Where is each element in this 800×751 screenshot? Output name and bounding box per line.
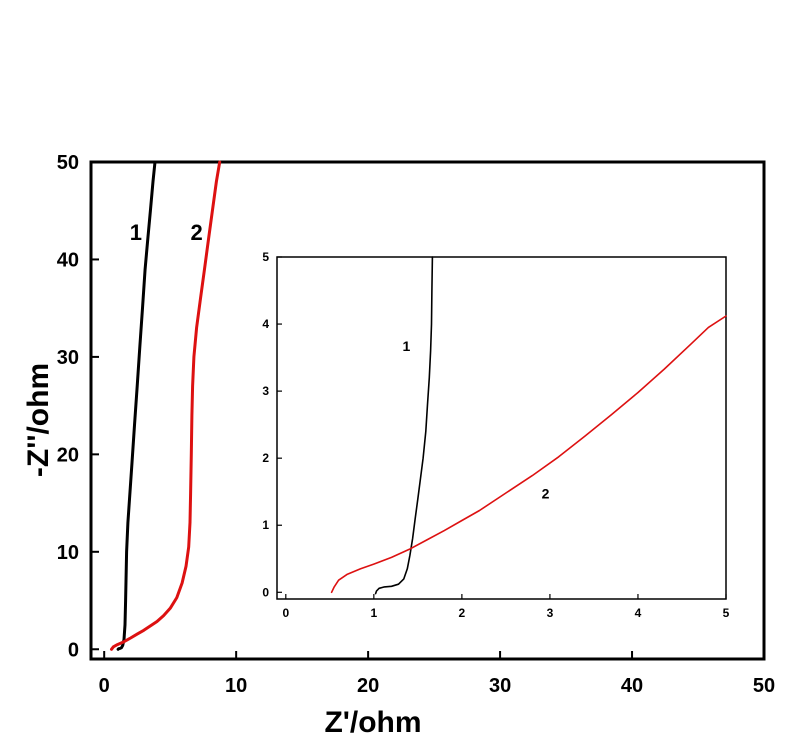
- main-curve-label-2: 2: [190, 220, 202, 245]
- inset-x-tick-label-0: 0: [282, 606, 289, 620]
- inset-plot: 0 1 2 3 4 5 0 1 2 3 4 5 1 2: [262, 250, 729, 620]
- inset-x-tick-label-4: 4: [635, 606, 642, 620]
- main-series-2-line: [110, 160, 222, 651]
- inset-x-tick-label-3: 3: [547, 606, 554, 620]
- main-x-tick-label-3: 30: [489, 675, 511, 697]
- inset-y-tick-label-2: 2: [262, 451, 269, 465]
- main-curve-label-1: 1: [130, 220, 142, 245]
- inset-curve-label-2: 2: [542, 485, 550, 501]
- main-plot-frame: [89, 160, 766, 661]
- main-x-tick-label-0: 0: [99, 675, 110, 697]
- main-y-tick-label-1: 10: [57, 542, 79, 564]
- main-x-tick-label-1: 10: [225, 675, 247, 697]
- main-y-tick-label-2: 20: [57, 444, 79, 466]
- main-y-tick-label-5: 50: [57, 152, 79, 174]
- inset-series-2-line: [330, 315, 727, 594]
- inset-x-tick-label-1: 1: [370, 606, 377, 620]
- inset-y-tick-label-5: 5: [262, 250, 269, 264]
- main-y-axis-title: -Z''/ohm: [22, 363, 55, 477]
- main-y-tick-label-3: 30: [57, 347, 79, 369]
- inset-x-tick-label-5: 5: [723, 606, 730, 620]
- inset-y-tick-label-1: 1: [262, 518, 269, 532]
- main-y-tick-label-0: 0: [68, 639, 79, 661]
- inset-y-tick-label-0: 0: [262, 585, 269, 599]
- inset-y-tick-label-4: 4: [262, 317, 269, 331]
- main-y-tick-label-4: 40: [57, 249, 79, 271]
- main-x-tick-label-4: 40: [621, 675, 643, 697]
- main-x-tick-label-2: 20: [357, 675, 379, 697]
- inset-y-tick-label-3: 3: [262, 384, 269, 398]
- inset-x-tick-label-2: 2: [459, 606, 466, 620]
- inset-curve-label-1: 1: [403, 338, 411, 354]
- main-x-tick-label-5: 50: [753, 675, 775, 697]
- inset-series-1-line: [374, 256, 434, 595]
- inset-plot-frame: [276, 256, 727, 600]
- main-x-axis-title: Z'/ohm: [324, 706, 421, 739]
- main-series-1-line: [116, 160, 157, 651]
